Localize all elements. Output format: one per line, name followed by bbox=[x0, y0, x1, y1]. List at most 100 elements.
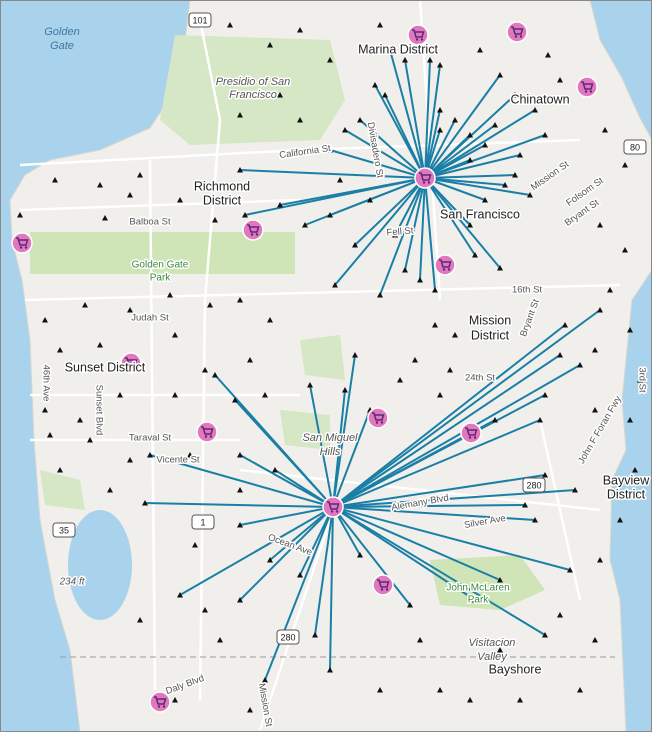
route bbox=[424, 59, 431, 179]
cart-wheel bbox=[519, 35, 523, 38]
point bbox=[342, 127, 348, 133]
point bbox=[172, 332, 178, 338]
point bbox=[412, 357, 418, 363]
place-label: Chinatown bbox=[510, 92, 569, 106]
highway-shield-label: 280 bbox=[526, 480, 541, 490]
store bbox=[460, 422, 482, 444]
point bbox=[467, 157, 473, 163]
store bbox=[196, 421, 218, 443]
point bbox=[237, 167, 243, 173]
cart-icon bbox=[511, 26, 524, 35]
route bbox=[332, 506, 411, 606]
point bbox=[472, 597, 478, 603]
point bbox=[467, 132, 473, 138]
route bbox=[389, 49, 426, 179]
cart-icon bbox=[327, 501, 340, 510]
point bbox=[467, 222, 473, 228]
place-label: District bbox=[607, 487, 646, 501]
point bbox=[627, 327, 633, 333]
point bbox=[377, 687, 383, 693]
cart-wheel bbox=[157, 705, 161, 708]
point bbox=[127, 457, 133, 463]
street-label: 24th St bbox=[465, 373, 495, 384]
route bbox=[329, 506, 334, 671]
point bbox=[107, 487, 113, 493]
stores bbox=[11, 21, 598, 713]
point bbox=[592, 637, 598, 643]
point bbox=[542, 392, 548, 398]
cart-wheel bbox=[128, 366, 132, 369]
cart-wheel bbox=[133, 366, 137, 369]
area-label: Visitacion bbox=[469, 637, 516, 649]
point bbox=[187, 452, 193, 458]
route bbox=[424, 177, 531, 196]
point bbox=[452, 332, 458, 338]
cart-wheel bbox=[422, 181, 426, 184]
cart-wheel bbox=[468, 436, 472, 439]
point bbox=[372, 82, 378, 88]
cart-wheel bbox=[24, 246, 28, 249]
cart-icon bbox=[419, 172, 432, 181]
point bbox=[497, 577, 503, 583]
point bbox=[242, 212, 248, 218]
cart-wheel bbox=[385, 588, 389, 591]
cart-wheel bbox=[442, 268, 446, 271]
point bbox=[137, 172, 143, 178]
point bbox=[377, 292, 383, 298]
point bbox=[482, 142, 488, 148]
point bbox=[512, 92, 518, 98]
route bbox=[379, 177, 426, 296]
point bbox=[532, 107, 538, 113]
point bbox=[267, 317, 273, 323]
point bbox=[382, 92, 388, 98]
point bbox=[247, 707, 253, 713]
point bbox=[332, 282, 338, 288]
route bbox=[274, 469, 334, 508]
point bbox=[357, 552, 363, 558]
cart-icon bbox=[439, 259, 452, 268]
area-label: San Miguel bbox=[302, 432, 358, 444]
point bbox=[477, 47, 483, 53]
point bbox=[302, 222, 308, 228]
point bbox=[142, 500, 148, 506]
point bbox=[262, 392, 268, 398]
cart-icon bbox=[154, 696, 167, 705]
point bbox=[447, 367, 453, 373]
point bbox=[352, 352, 358, 358]
point bbox=[497, 265, 503, 271]
street-label: Balboa St bbox=[129, 217, 171, 228]
point bbox=[542, 632, 548, 638]
route bbox=[144, 502, 334, 508]
point bbox=[307, 382, 313, 388]
point bbox=[327, 147, 333, 153]
point bbox=[82, 302, 88, 308]
point bbox=[237, 522, 243, 528]
route bbox=[424, 64, 441, 179]
route bbox=[332, 506, 536, 521]
point bbox=[277, 92, 283, 98]
point bbox=[407, 602, 413, 608]
point bbox=[417, 637, 423, 643]
point bbox=[277, 202, 283, 208]
point bbox=[557, 352, 563, 358]
route bbox=[332, 506, 476, 601]
route bbox=[424, 119, 456, 179]
point bbox=[427, 57, 433, 63]
route bbox=[332, 324, 566, 508]
point bbox=[577, 362, 583, 368]
point bbox=[452, 117, 458, 123]
route bbox=[424, 74, 501, 179]
route bbox=[264, 506, 334, 681]
cart-wheel bbox=[380, 421, 384, 424]
route bbox=[424, 109, 536, 179]
point bbox=[337, 177, 343, 183]
route bbox=[344, 129, 426, 179]
store bbox=[576, 76, 598, 98]
elevation-label: 234 ft bbox=[58, 577, 85, 588]
cart-wheel bbox=[420, 38, 424, 41]
route bbox=[424, 177, 506, 186]
store bbox=[11, 232, 33, 254]
route bbox=[244, 177, 426, 216]
point bbox=[77, 417, 83, 423]
